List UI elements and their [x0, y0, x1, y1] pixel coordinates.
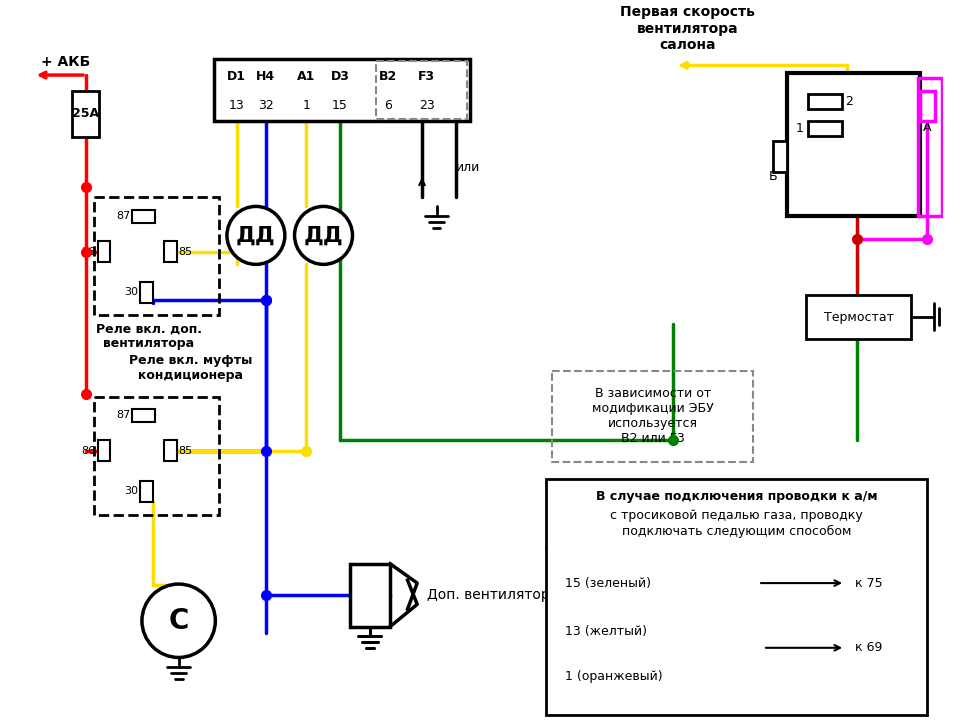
Text: D1: D1 — [227, 70, 246, 83]
Bar — [164, 440, 176, 462]
Text: B2: B2 — [379, 70, 397, 83]
Bar — [552, 371, 754, 462]
Text: F3: F3 — [418, 70, 435, 83]
Bar — [132, 409, 155, 422]
Text: 15 (зеленый): 15 (зеленый) — [565, 577, 651, 590]
Text: Первая скорость
вентилятора
салона: Первая скорость вентилятора салона — [620, 6, 755, 52]
Text: Б: Б — [768, 169, 777, 182]
Text: 1 (оранжевый): 1 (оранжевый) — [565, 670, 663, 683]
Bar — [921, 91, 935, 121]
Text: 13: 13 — [228, 98, 245, 111]
Text: ДД: ДД — [304, 225, 343, 246]
Circle shape — [142, 584, 216, 657]
Bar — [918, 78, 942, 216]
Bar — [140, 282, 152, 303]
Bar — [376, 60, 467, 119]
Text: 85: 85 — [178, 246, 193, 257]
Text: + АКБ: + АКБ — [40, 55, 90, 69]
Bar — [140, 481, 152, 502]
Text: 23: 23 — [419, 98, 434, 111]
Text: D3: D3 — [331, 70, 349, 83]
Text: А: А — [923, 121, 931, 134]
Text: или: или — [456, 161, 480, 174]
Bar — [350, 563, 390, 627]
Bar — [215, 59, 470, 121]
Bar — [808, 121, 842, 136]
Text: 32: 32 — [258, 98, 273, 111]
Text: 2: 2 — [845, 95, 853, 108]
Bar — [72, 91, 100, 137]
Text: H4: H4 — [256, 70, 275, 83]
Text: 30: 30 — [124, 287, 138, 297]
Bar — [773, 141, 787, 172]
Text: Реле вкл. муфты
кондиционера: Реле вкл. муфты кондиционера — [129, 354, 252, 382]
Text: 86: 86 — [82, 246, 96, 257]
Text: Доп. вентилятор: Доп. вентилятор — [427, 587, 550, 602]
Text: 25А: 25А — [72, 107, 100, 120]
Text: 85: 85 — [178, 446, 193, 456]
Text: с тросиковой педалью газа, проводку: с тросиковой педалью газа, проводку — [610, 509, 863, 522]
Text: 86: 86 — [82, 446, 96, 456]
Bar — [807, 295, 911, 339]
Bar — [808, 95, 842, 109]
Bar — [787, 73, 921, 216]
Text: В зависимости от
модификации ЭБУ
используется
В2 или F3: В зависимости от модификации ЭБУ использ… — [592, 387, 713, 446]
Bar — [132, 210, 155, 223]
Text: 15: 15 — [332, 98, 348, 111]
Text: Реле вкл. доп.
вентилятора: Реле вкл. доп. вентилятора — [96, 322, 201, 350]
Text: 1: 1 — [796, 121, 804, 134]
Bar — [94, 397, 220, 515]
Text: C: C — [169, 607, 189, 635]
Text: 30: 30 — [124, 486, 138, 497]
Text: 87: 87 — [116, 211, 130, 221]
Bar — [98, 241, 110, 262]
Text: Термостат: Термостат — [824, 310, 894, 324]
Bar — [164, 241, 176, 262]
Text: ДД: ДД — [236, 225, 276, 246]
Text: В случае подключения проводки к а/м: В случае подключения проводки к а/м — [596, 490, 877, 502]
Text: 87: 87 — [116, 410, 130, 420]
Text: подключать следующим способом: подключать следующим способом — [621, 526, 852, 539]
Text: 6: 6 — [385, 98, 392, 111]
Text: к 75: к 75 — [854, 577, 882, 590]
Bar — [98, 440, 110, 462]
Text: к 69: к 69 — [854, 641, 882, 654]
Text: 13 (желтый): 13 (желтый) — [565, 625, 647, 638]
Bar — [546, 479, 927, 715]
Circle shape — [294, 206, 353, 265]
Bar — [94, 197, 220, 315]
Text: 1: 1 — [302, 98, 310, 111]
Circle shape — [227, 206, 285, 265]
Text: A1: A1 — [297, 70, 316, 83]
